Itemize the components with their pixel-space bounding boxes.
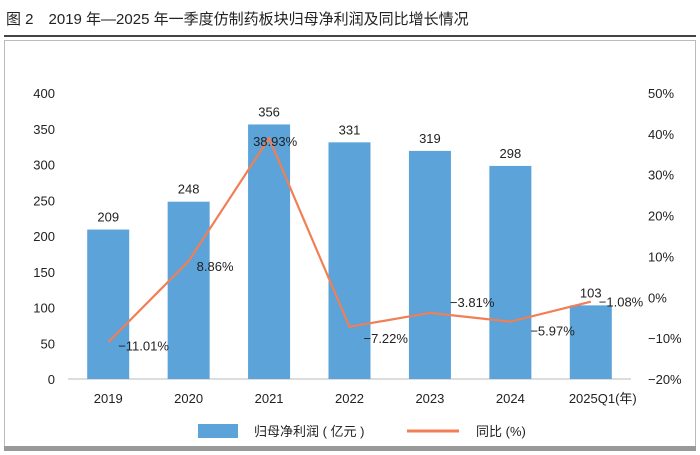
right-tick-label: 30% [648,168,674,183]
bar-2021 [248,124,291,380]
bar-data-label: 319 [419,131,441,146]
x-tick-label: 2023 [415,391,444,406]
bar-data-label: 356 [258,104,280,119]
right-tick-label: −10% [648,331,682,346]
bar-2022 [328,142,371,379]
right-tick-label: 50% [648,86,674,101]
x-tick-label: 2022 [335,391,364,406]
title-divider [4,35,696,37]
left-tick-label: 200 [33,229,55,244]
bar-2023 [408,150,451,379]
x-tick-label: 2021 [255,391,284,406]
legend-line-label: 同比 (%) [476,424,526,439]
yoy-data-label: −7.22% [364,331,409,346]
x-tick-label: 2024 [496,391,525,406]
x-tick-label: 2025Q1(年) [569,391,637,406]
legend-bar-label: 归母净利润 ( 亿元 ) [254,424,365,439]
yoy-data-label: −1.08% [599,295,644,310]
yoy-data-label: −5.97% [530,324,575,339]
right-tick-label: −20% [648,372,682,387]
chart-frame [4,40,696,447]
left-tick-label: 100 [33,301,55,316]
right-tick-label: 10% [648,249,674,264]
bar-data-label: 103 [580,285,602,300]
x-tick-label: 2019 [94,391,123,406]
left-tick-label: 250 [33,193,55,208]
bar-data-label: 209 [97,210,119,225]
x-tick-label: 2020 [174,391,203,406]
bar-data-label: 248 [178,182,200,197]
left-tick-label: 350 [33,122,55,137]
left-tick-label: 300 [33,158,55,173]
bar-2020 [167,201,210,379]
yoy-data-label: −3.81% [450,295,495,310]
bar-2019 [87,229,130,379]
legend-bar-swatch [198,424,238,438]
right-tick-label: 40% [648,127,674,142]
yoy-data-label: 8.86% [197,259,234,274]
bar-data-label: 331 [339,122,361,137]
left-tick-label: 150 [33,265,55,280]
yoy-data-label: 38.93% [253,134,298,149]
chart-title: 图 2 2019 年—2025 年一季度仿制药板块归母净利润及同比增长情况 [6,11,469,28]
right-tick-label: 0% [648,290,667,305]
left-tick-label: 50 [41,336,55,351]
left-tick-label: 0 [48,372,55,387]
bar-data-label: 298 [500,146,522,161]
yoy-data-label: −11.01% [118,338,169,353]
bottom-divider [4,446,696,451]
right-tick-label: 20% [648,209,674,224]
left-tick-label: 400 [33,86,55,101]
bar-2024 [489,165,532,379]
bar-2025Q1 [569,305,612,379]
